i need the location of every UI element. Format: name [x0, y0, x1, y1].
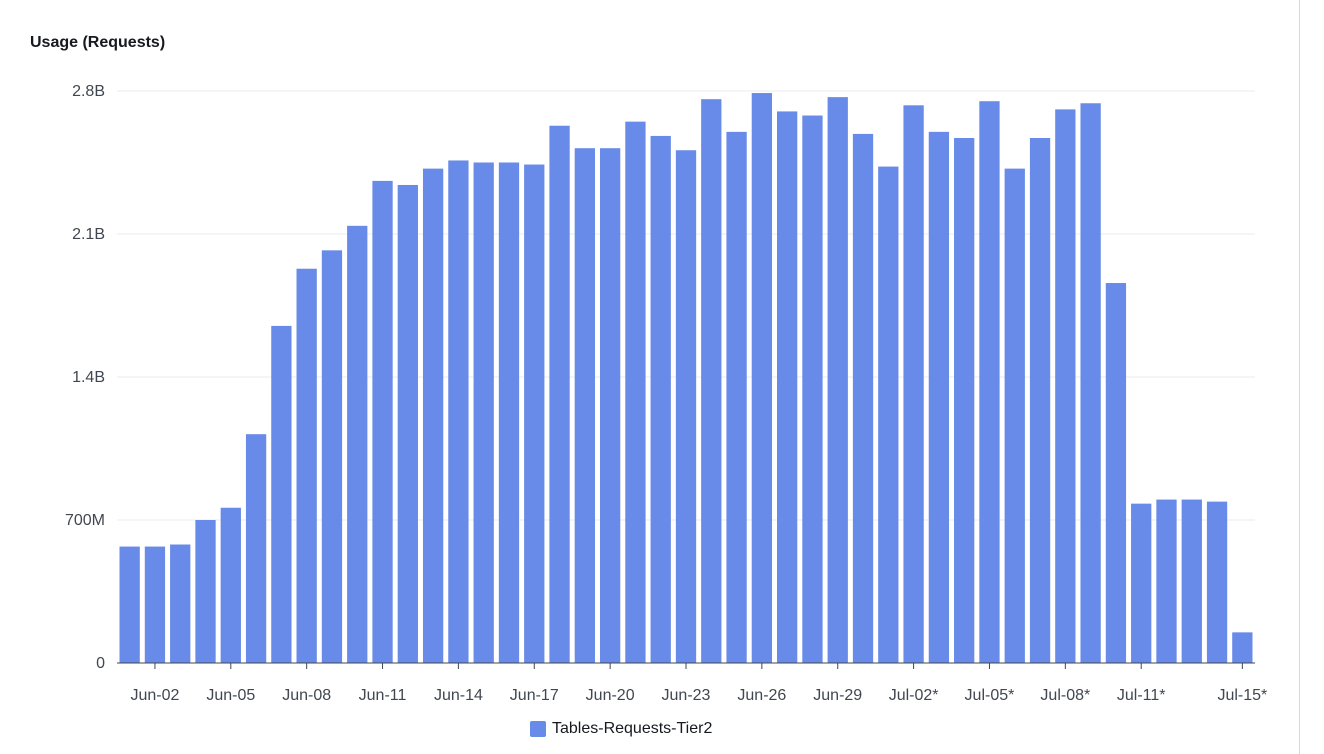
bar[interactable] [777, 111, 798, 663]
bar[interactable] [903, 105, 924, 664]
bar[interactable] [524, 164, 545, 664]
bar[interactable] [144, 546, 166, 663]
bar[interactable] [1105, 283, 1127, 663]
bar[interactable] [1232, 632, 1253, 663]
x-tick-label: Jun-14 [434, 687, 483, 704]
legend-swatch [530, 721, 546, 737]
x-tick-label: Jul-05* [965, 687, 1015, 704]
bar[interactable] [1029, 137, 1051, 663]
bar[interactable] [650, 135, 671, 663]
bar[interactable] [928, 131, 950, 663]
x-tick-label: Jul-02* [889, 687, 939, 704]
bar[interactable] [1206, 501, 1228, 663]
bar[interactable] [245, 434, 267, 663]
bar[interactable] [347, 225, 368, 664]
y-tick-label: 700M [65, 512, 105, 529]
bar[interactable] [397, 184, 418, 663]
bar[interactable] [878, 166, 899, 664]
bar[interactable] [1131, 503, 1152, 663]
x-tick-label: Jun-23 [662, 687, 711, 704]
bar[interactable] [1080, 103, 1101, 663]
x-tick-label: Jun-08 [282, 687, 331, 704]
bar[interactable] [954, 137, 975, 663]
chart-legend[interactable]: Tables-Requests-Tier2 [530, 720, 712, 738]
bar[interactable] [599, 148, 621, 663]
y-tick-label: 0 [96, 655, 105, 672]
bar[interactable] [675, 150, 697, 663]
bar[interactable] [852, 133, 874, 663]
bar[interactable] [422, 168, 444, 663]
bar[interactable] [119, 546, 140, 663]
bar[interactable] [549, 125, 570, 663]
bar[interactable] [726, 131, 747, 663]
bar[interactable] [701, 99, 722, 663]
bar[interactable] [827, 97, 848, 664]
bar[interactable] [979, 101, 1000, 663]
x-tick-label: Jun-02 [130, 687, 179, 704]
right-gutter [1300, 0, 1324, 754]
legend-label: Tables-Requests-Tier2 [552, 720, 713, 737]
x-tick-label: Jun-29 [813, 687, 862, 704]
bar[interactable] [1004, 168, 1025, 663]
bar[interactable] [296, 268, 317, 663]
bar[interactable] [802, 115, 823, 663]
x-tick-label: Jun-17 [510, 687, 559, 704]
bar[interactable] [372, 180, 393, 663]
bar[interactable] [271, 325, 292, 663]
x-tick-label: Jul-11* [1117, 687, 1166, 704]
x-tick-label: Jun-26 [737, 687, 786, 704]
y-tick-label: 2.1B [72, 226, 105, 243]
x-tick-label: Jul-15* [1217, 687, 1267, 704]
bar[interactable] [574, 148, 595, 663]
chart-title: Usage (Requests) [30, 34, 166, 51]
bar[interactable] [498, 162, 520, 664]
x-tick-label: Jun-20 [586, 687, 635, 704]
bar[interactable] [625, 121, 646, 663]
bar[interactable] [220, 507, 241, 663]
x-tick-label: Jun-11 [359, 687, 407, 704]
bar[interactable] [751, 93, 773, 664]
bar[interactable] [170, 544, 191, 663]
y-tick-label: 2.8B [72, 83, 105, 100]
bar[interactable] [473, 162, 494, 664]
bar[interactable] [1055, 109, 1076, 663]
y-tick-label: 1.4B [72, 369, 105, 386]
bar[interactable] [195, 520, 216, 663]
bar[interactable] [1181, 499, 1202, 663]
x-tick-label: Jun-05 [206, 687, 255, 704]
x-tick-label: Jul-08* [1040, 687, 1090, 704]
bar[interactable] [321, 250, 343, 664]
bar[interactable] [448, 160, 469, 663]
bar[interactable] [1156, 499, 1177, 663]
